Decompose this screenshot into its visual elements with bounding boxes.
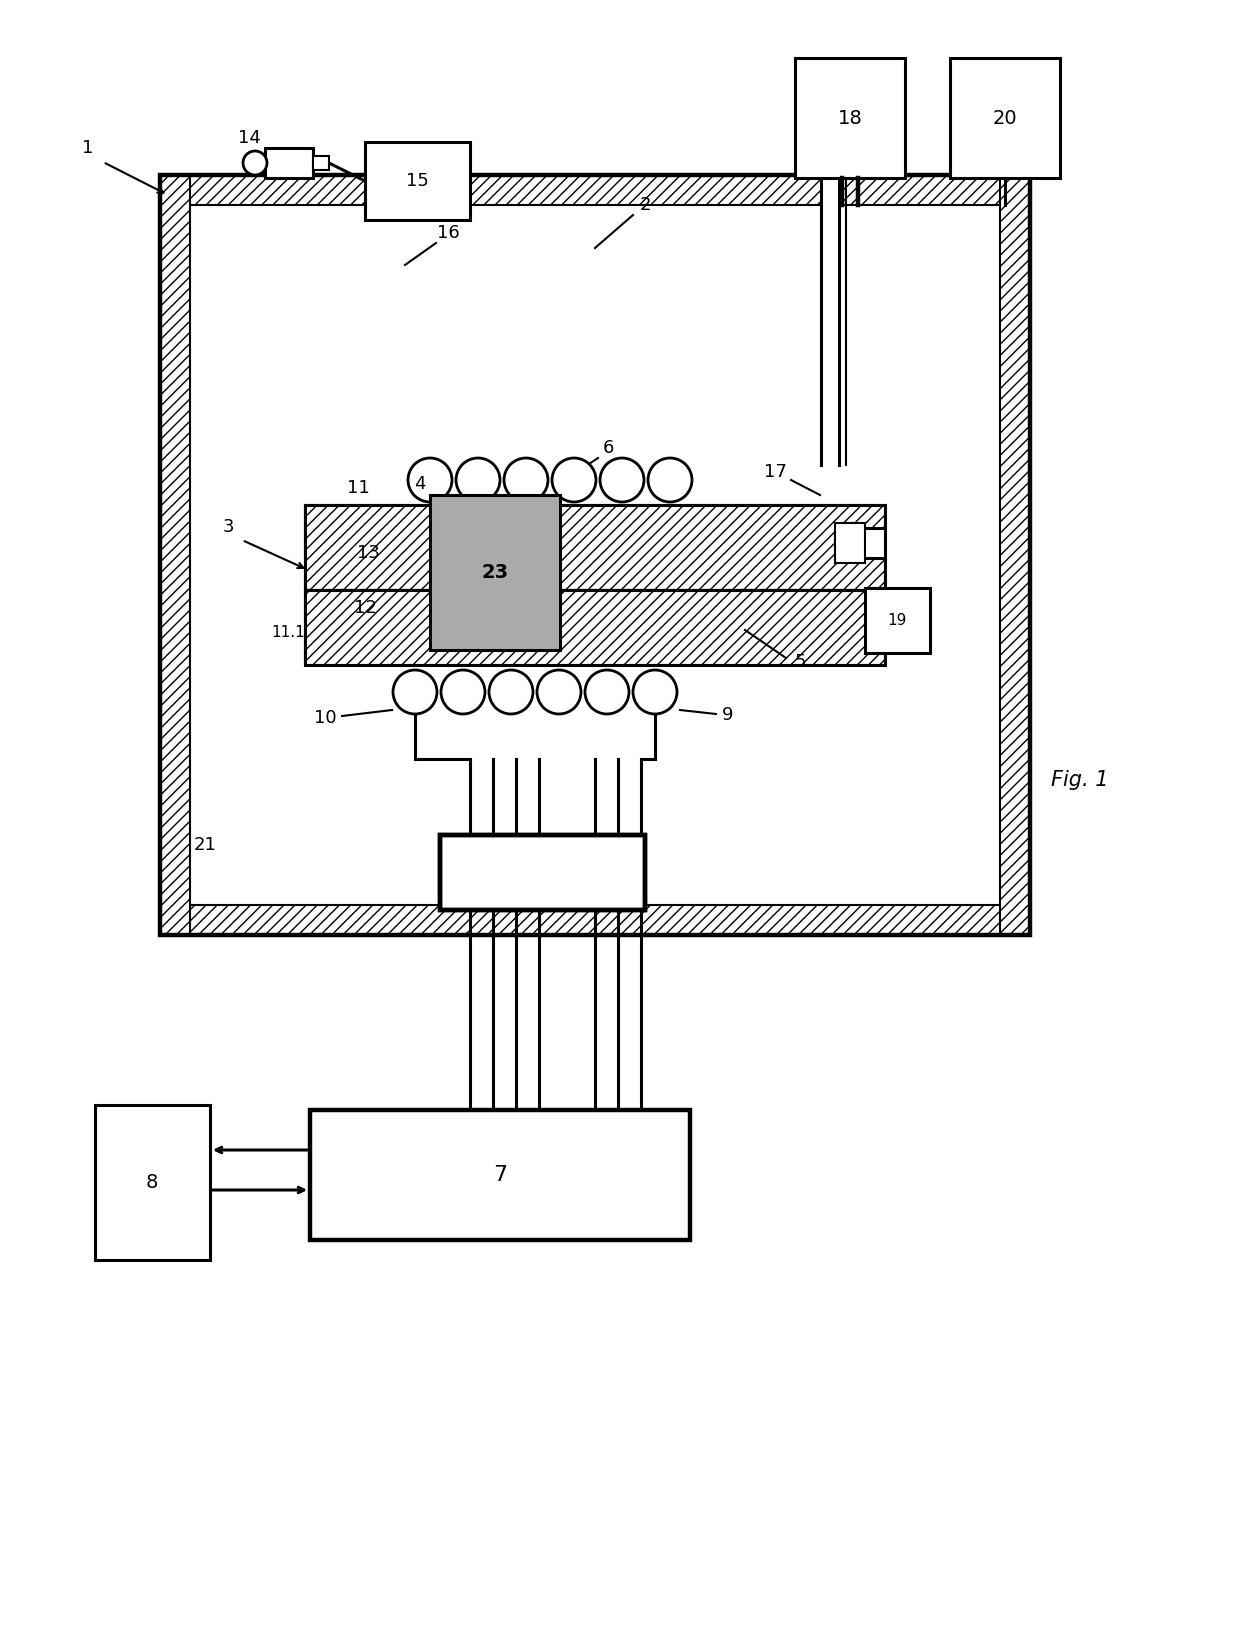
Text: 3: 3 [222, 517, 234, 535]
Circle shape [243, 151, 267, 176]
Text: 19: 19 [888, 612, 906, 627]
Bar [95, 1105, 210, 1259]
Bar [430, 494, 560, 650]
Bar [160, 176, 190, 934]
Circle shape [441, 670, 485, 714]
Bar [866, 529, 885, 558]
Bar [999, 176, 1030, 934]
Bar [305, 506, 885, 589]
Text: 18: 18 [838, 108, 862, 128]
Bar [835, 524, 866, 563]
Text: 14: 14 [238, 130, 260, 148]
Circle shape [408, 458, 453, 502]
Text: 9: 9 [722, 706, 734, 724]
Text: 6: 6 [603, 438, 614, 456]
Text: 13: 13 [357, 544, 379, 562]
Circle shape [503, 458, 548, 502]
Text: 11: 11 [347, 479, 370, 498]
Circle shape [552, 458, 596, 502]
Bar [160, 905, 1030, 934]
Bar [821, 144, 839, 465]
Bar [866, 588, 930, 654]
Text: 11.1: 11.1 [272, 624, 305, 639]
Bar [190, 205, 999, 905]
Text: 12: 12 [353, 599, 377, 617]
Bar [795, 57, 905, 177]
Bar [440, 836, 645, 910]
Bar [305, 589, 885, 665]
Bar [305, 589, 885, 665]
Text: 7: 7 [494, 1166, 507, 1186]
Circle shape [649, 458, 692, 502]
Text: 20: 20 [993, 108, 1017, 128]
Text: 17: 17 [764, 463, 786, 481]
Text: 5: 5 [795, 654, 806, 672]
Circle shape [393, 670, 436, 714]
Bar [950, 57, 1060, 177]
Text: 1: 1 [82, 140, 94, 158]
Bar [305, 506, 885, 589]
Bar [440, 836, 645, 910]
Text: 23: 23 [481, 563, 508, 581]
Text: 21: 21 [193, 836, 217, 854]
Bar [312, 156, 329, 171]
Circle shape [632, 670, 677, 714]
Text: 15: 15 [405, 172, 429, 190]
Bar [160, 176, 1030, 205]
Circle shape [600, 458, 644, 502]
Text: 4: 4 [414, 475, 425, 493]
Bar [265, 148, 312, 177]
Bar [365, 141, 470, 220]
Bar [160, 176, 1030, 934]
Text: 8: 8 [146, 1172, 159, 1192]
Circle shape [456, 458, 500, 502]
Text: 2: 2 [640, 195, 651, 213]
Text: Fig. 1: Fig. 1 [1052, 770, 1109, 790]
Circle shape [585, 670, 629, 714]
Circle shape [489, 670, 533, 714]
Text: 16: 16 [436, 223, 459, 241]
Bar [441, 837, 644, 908]
Text: 10: 10 [314, 709, 336, 727]
Bar [310, 1110, 689, 1240]
Circle shape [537, 670, 582, 714]
